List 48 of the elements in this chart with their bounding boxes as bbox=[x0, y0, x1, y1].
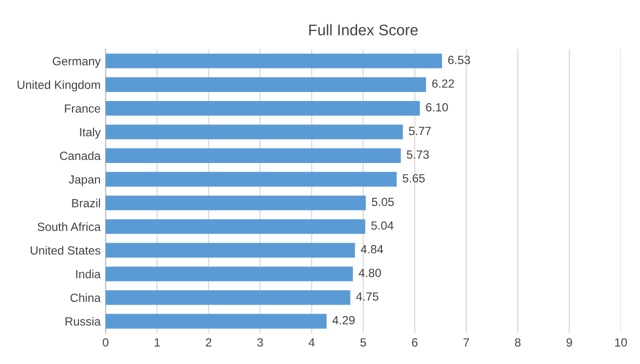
y-tick-label: Italy bbox=[80, 128, 101, 139]
bar bbox=[106, 266, 353, 282]
y-tick-label: France bbox=[64, 104, 100, 113]
bar bbox=[106, 196, 366, 210]
data-label: 5.05 bbox=[372, 198, 394, 206]
data-label: 5.65 bbox=[402, 174, 425, 182]
y-tick-label: China bbox=[70, 293, 101, 302]
bar bbox=[106, 172, 397, 187]
y-tick-label: India bbox=[76, 270, 101, 278]
y-tick-label: Brazil bbox=[72, 198, 100, 208]
data-label: 6.22 bbox=[432, 79, 454, 88]
y-tick-label: South Africa bbox=[38, 222, 101, 231]
bar bbox=[106, 124, 403, 140]
y-tick-label: Japan bbox=[68, 175, 100, 186]
x-tick-label: 9 bbox=[566, 338, 572, 347]
data-label: 5.73 bbox=[406, 150, 429, 159]
x-tick-label: 7 bbox=[464, 338, 469, 346]
bar bbox=[106, 290, 350, 305]
y-tick-label: United Kingdom bbox=[18, 80, 100, 92]
bar bbox=[106, 314, 327, 329]
x-tick-label: 5 bbox=[360, 338, 366, 347]
data-label: 4.29 bbox=[332, 316, 355, 324]
x-tick-label: 10 bbox=[615, 338, 627, 347]
data-label: 6.10 bbox=[426, 103, 448, 112]
y-tick-label: United States bbox=[30, 246, 100, 255]
data-label: 4.80 bbox=[358, 268, 381, 278]
y-tick-label: Russia bbox=[66, 316, 101, 326]
data-label: 4.75 bbox=[356, 292, 378, 301]
y-tick-label: Germany bbox=[52, 57, 101, 68]
data-label: 5.77 bbox=[408, 126, 431, 136]
bar bbox=[106, 148, 401, 163]
bar bbox=[106, 100, 420, 116]
bar bbox=[106, 77, 426, 92]
x-tick-label: 8 bbox=[514, 338, 521, 347]
x-tick-label: 0 bbox=[102, 338, 108, 347]
data-label: 6.53 bbox=[448, 56, 470, 64]
x-tick-label: 1 bbox=[154, 338, 160, 346]
chart-title: Full Index Score bbox=[309, 24, 418, 36]
x-tick-label: 2 bbox=[206, 338, 212, 346]
x-tick-label: 6 bbox=[412, 338, 418, 347]
data-label: 5.04 bbox=[371, 221, 394, 230]
bar bbox=[106, 242, 355, 258]
data-label: 4.84 bbox=[360, 245, 384, 254]
x-tick-label: 4 bbox=[308, 338, 315, 346]
bar bbox=[106, 219, 366, 234]
x-tick-label: 3 bbox=[257, 338, 263, 347]
bar bbox=[106, 54, 442, 68]
y-tick-label: Canada bbox=[60, 151, 101, 160]
